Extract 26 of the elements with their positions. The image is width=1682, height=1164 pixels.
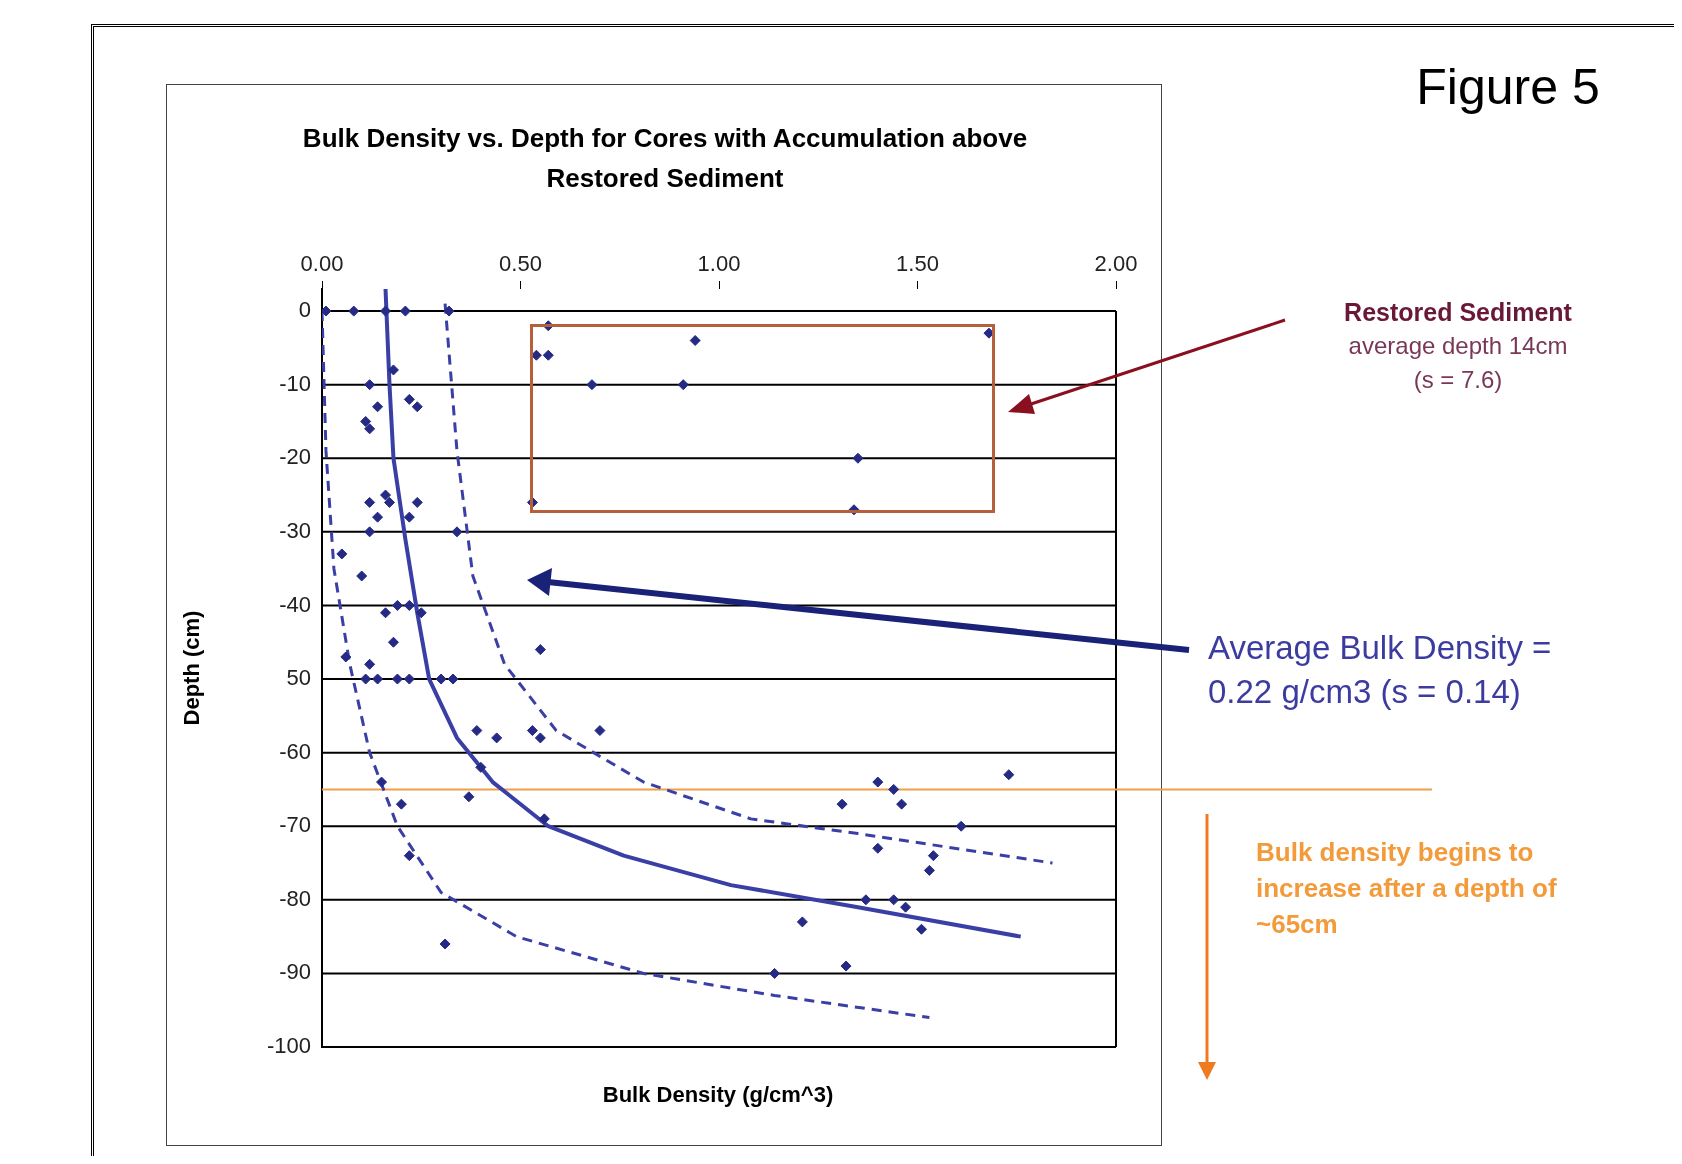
text: average depth 14cm [1347, 332, 1569, 360]
caption: Figure 5 [1415, 58, 1601, 116]
y-tick-label: -10 [279, 370, 311, 396]
text: Bulk density begins to increase after a depth of ~65cm [1256, 836, 1558, 941]
x-tick-label: 2.00 [1094, 250, 1138, 276]
x-tick-label: 1.00 [697, 250, 741, 276]
y-axis-title: Depth (cm) [179, 610, 205, 726]
y-tick-label: -80 [279, 885, 311, 911]
y-tick-label: -100 [266, 1033, 311, 1059]
x-axis-title: Bulk Density (g/cm^3) [601, 1082, 835, 1108]
y-tick-label: 0 [298, 297, 311, 323]
x-tick-label: 0.50 [499, 250, 542, 276]
text: (s = 7.6) [1412, 366, 1504, 394]
y-tick-label: -60 [279, 738, 311, 764]
y-tick-label: -30 [279, 517, 311, 543]
text: Average Bulk Density = 0.22 g/cm3 (s = 0.14) [1208, 628, 1553, 712]
x-tick-label: 0.00 [300, 250, 344, 276]
y-tick-label: -90 [279, 959, 311, 985]
chart-title: Bulk Density vs. Depth for Cores with Accumulation above Restored Sediment [301, 122, 1029, 195]
y-tick-label: -40 [279, 591, 311, 617]
y-tick-label: -20 [279, 444, 311, 470]
x-tick-label: 1.50 [896, 250, 939, 276]
text: Restored Sediment [1343, 298, 1573, 327]
y-tick-label: -70 [279, 812, 311, 838]
line-series [443, 302, 1054, 865]
y-tick-label: 50 [286, 665, 311, 691]
